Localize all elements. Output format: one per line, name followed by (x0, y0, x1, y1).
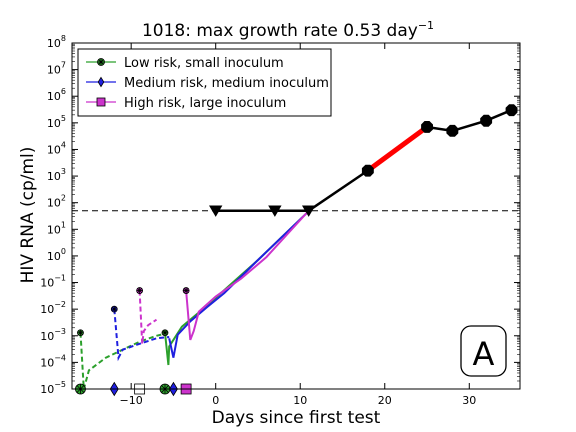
series-low-infection-point (161, 329, 169, 337)
observed-below-limit-point (268, 205, 282, 217)
y-tick-label: 10−3 (40, 327, 66, 343)
legend-label: High risk, large inoculum (124, 96, 286, 111)
series-high-infection-point (182, 287, 190, 294)
x-axis-label: Days since first test (212, 408, 381, 428)
axes: −10 0 10 20 30 10−5 10−4 10−3 10−2 10−1 100 101 102 1… (40, 34, 521, 407)
panel-label-box: A (460, 325, 507, 377)
legend: Low risk, small inoculum Medium risk, med… (77, 48, 332, 117)
series-high-infection-point-spokes (183, 287, 190, 294)
chart-title: 1018: max growth rate 0.53 day−1 (142, 19, 434, 41)
legend-marker (97, 58, 105, 66)
y-tick-label: 101 (47, 220, 66, 236)
y-tick-label: 107 (47, 61, 66, 77)
y-axis-label: HIV RNA (cp/ml) (18, 147, 38, 284)
series-medium-infection-point (110, 305, 118, 313)
panel-label-frame (460, 325, 507, 377)
series-high-infection-point (136, 287, 144, 294)
panel-label: A (473, 335, 495, 373)
y-tick-label: 10−2 (40, 300, 66, 316)
observed-detected-point (361, 164, 374, 177)
series-high-solid-line (185, 210, 310, 341)
x-tick-label: −10 (120, 394, 143, 407)
y-tick-label: 108 (47, 34, 66, 50)
series-high-dashed-line (138, 290, 158, 344)
observed-detected-point (421, 121, 434, 133)
y-tick-label: 10−5 (40, 380, 66, 396)
observed-detected-line (426, 108, 512, 133)
y-tick-label: 102 (47, 194, 66, 210)
legend-marker-spokes (97, 58, 105, 66)
observed-detected-point (480, 114, 493, 127)
x-tick-label: 0 (212, 394, 219, 407)
observed-detected-point (505, 104, 518, 117)
y-tick-label: 106 (47, 87, 66, 103)
observed-rise-line (307, 169, 369, 212)
y-tick-label: 104 (47, 140, 66, 156)
y-tick-label: 103 (47, 167, 66, 183)
legend-marker (97, 76, 105, 88)
series-medium-dashed-line (113, 309, 170, 362)
y-tick-label: 100 (47, 247, 66, 263)
y-tick-label: 10−1 (40, 274, 66, 290)
legend-box (77, 48, 332, 117)
observed-detected-point (446, 124, 459, 137)
y-tick-label: 105 (47, 114, 66, 130)
legend-label: Medium risk, medium inoculum (124, 76, 329, 91)
series-high-infection-point-spokes (136, 287, 143, 294)
observed-below-limit-point (301, 205, 316, 217)
x-tick-label: 30 (462, 394, 476, 407)
y-tick-label: 10−4 (40, 353, 66, 369)
x-tick-label: 20 (378, 394, 392, 407)
max-growth-segment (366, 124, 429, 173)
series-medium-infection-point-spokes (111, 306, 118, 313)
series-low-infection-point (77, 329, 84, 337)
series-low-infection-point-spokes (77, 329, 84, 336)
series-low-infection-point-spokes (161, 329, 168, 336)
legend-marker (96, 97, 106, 107)
plot-frame (71, 42, 521, 390)
x-tick-label: 10 (293, 394, 307, 407)
legend-label: Low risk, small inoculum (124, 56, 284, 71)
observed-below-limit-point (208, 205, 223, 217)
